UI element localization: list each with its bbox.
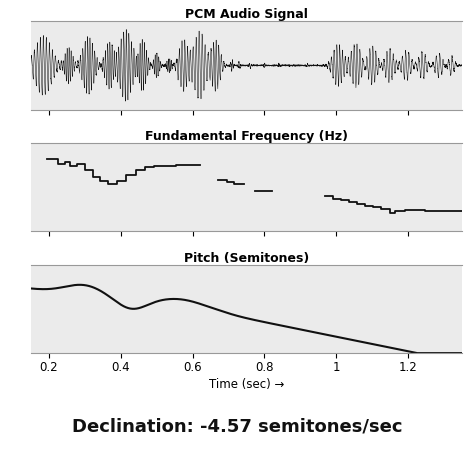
Title: PCM Audio Signal: PCM Audio Signal — [185, 9, 308, 21]
Title: Fundamental Frequency (Hz): Fundamental Frequency (Hz) — [145, 130, 348, 143]
Text: Declination: -4.57 semitones/sec: Declination: -4.57 semitones/sec — [72, 418, 402, 436]
X-axis label: Time (sec) →: Time (sec) → — [209, 378, 284, 391]
Title: Pitch (Semitones): Pitch (Semitones) — [184, 252, 309, 265]
